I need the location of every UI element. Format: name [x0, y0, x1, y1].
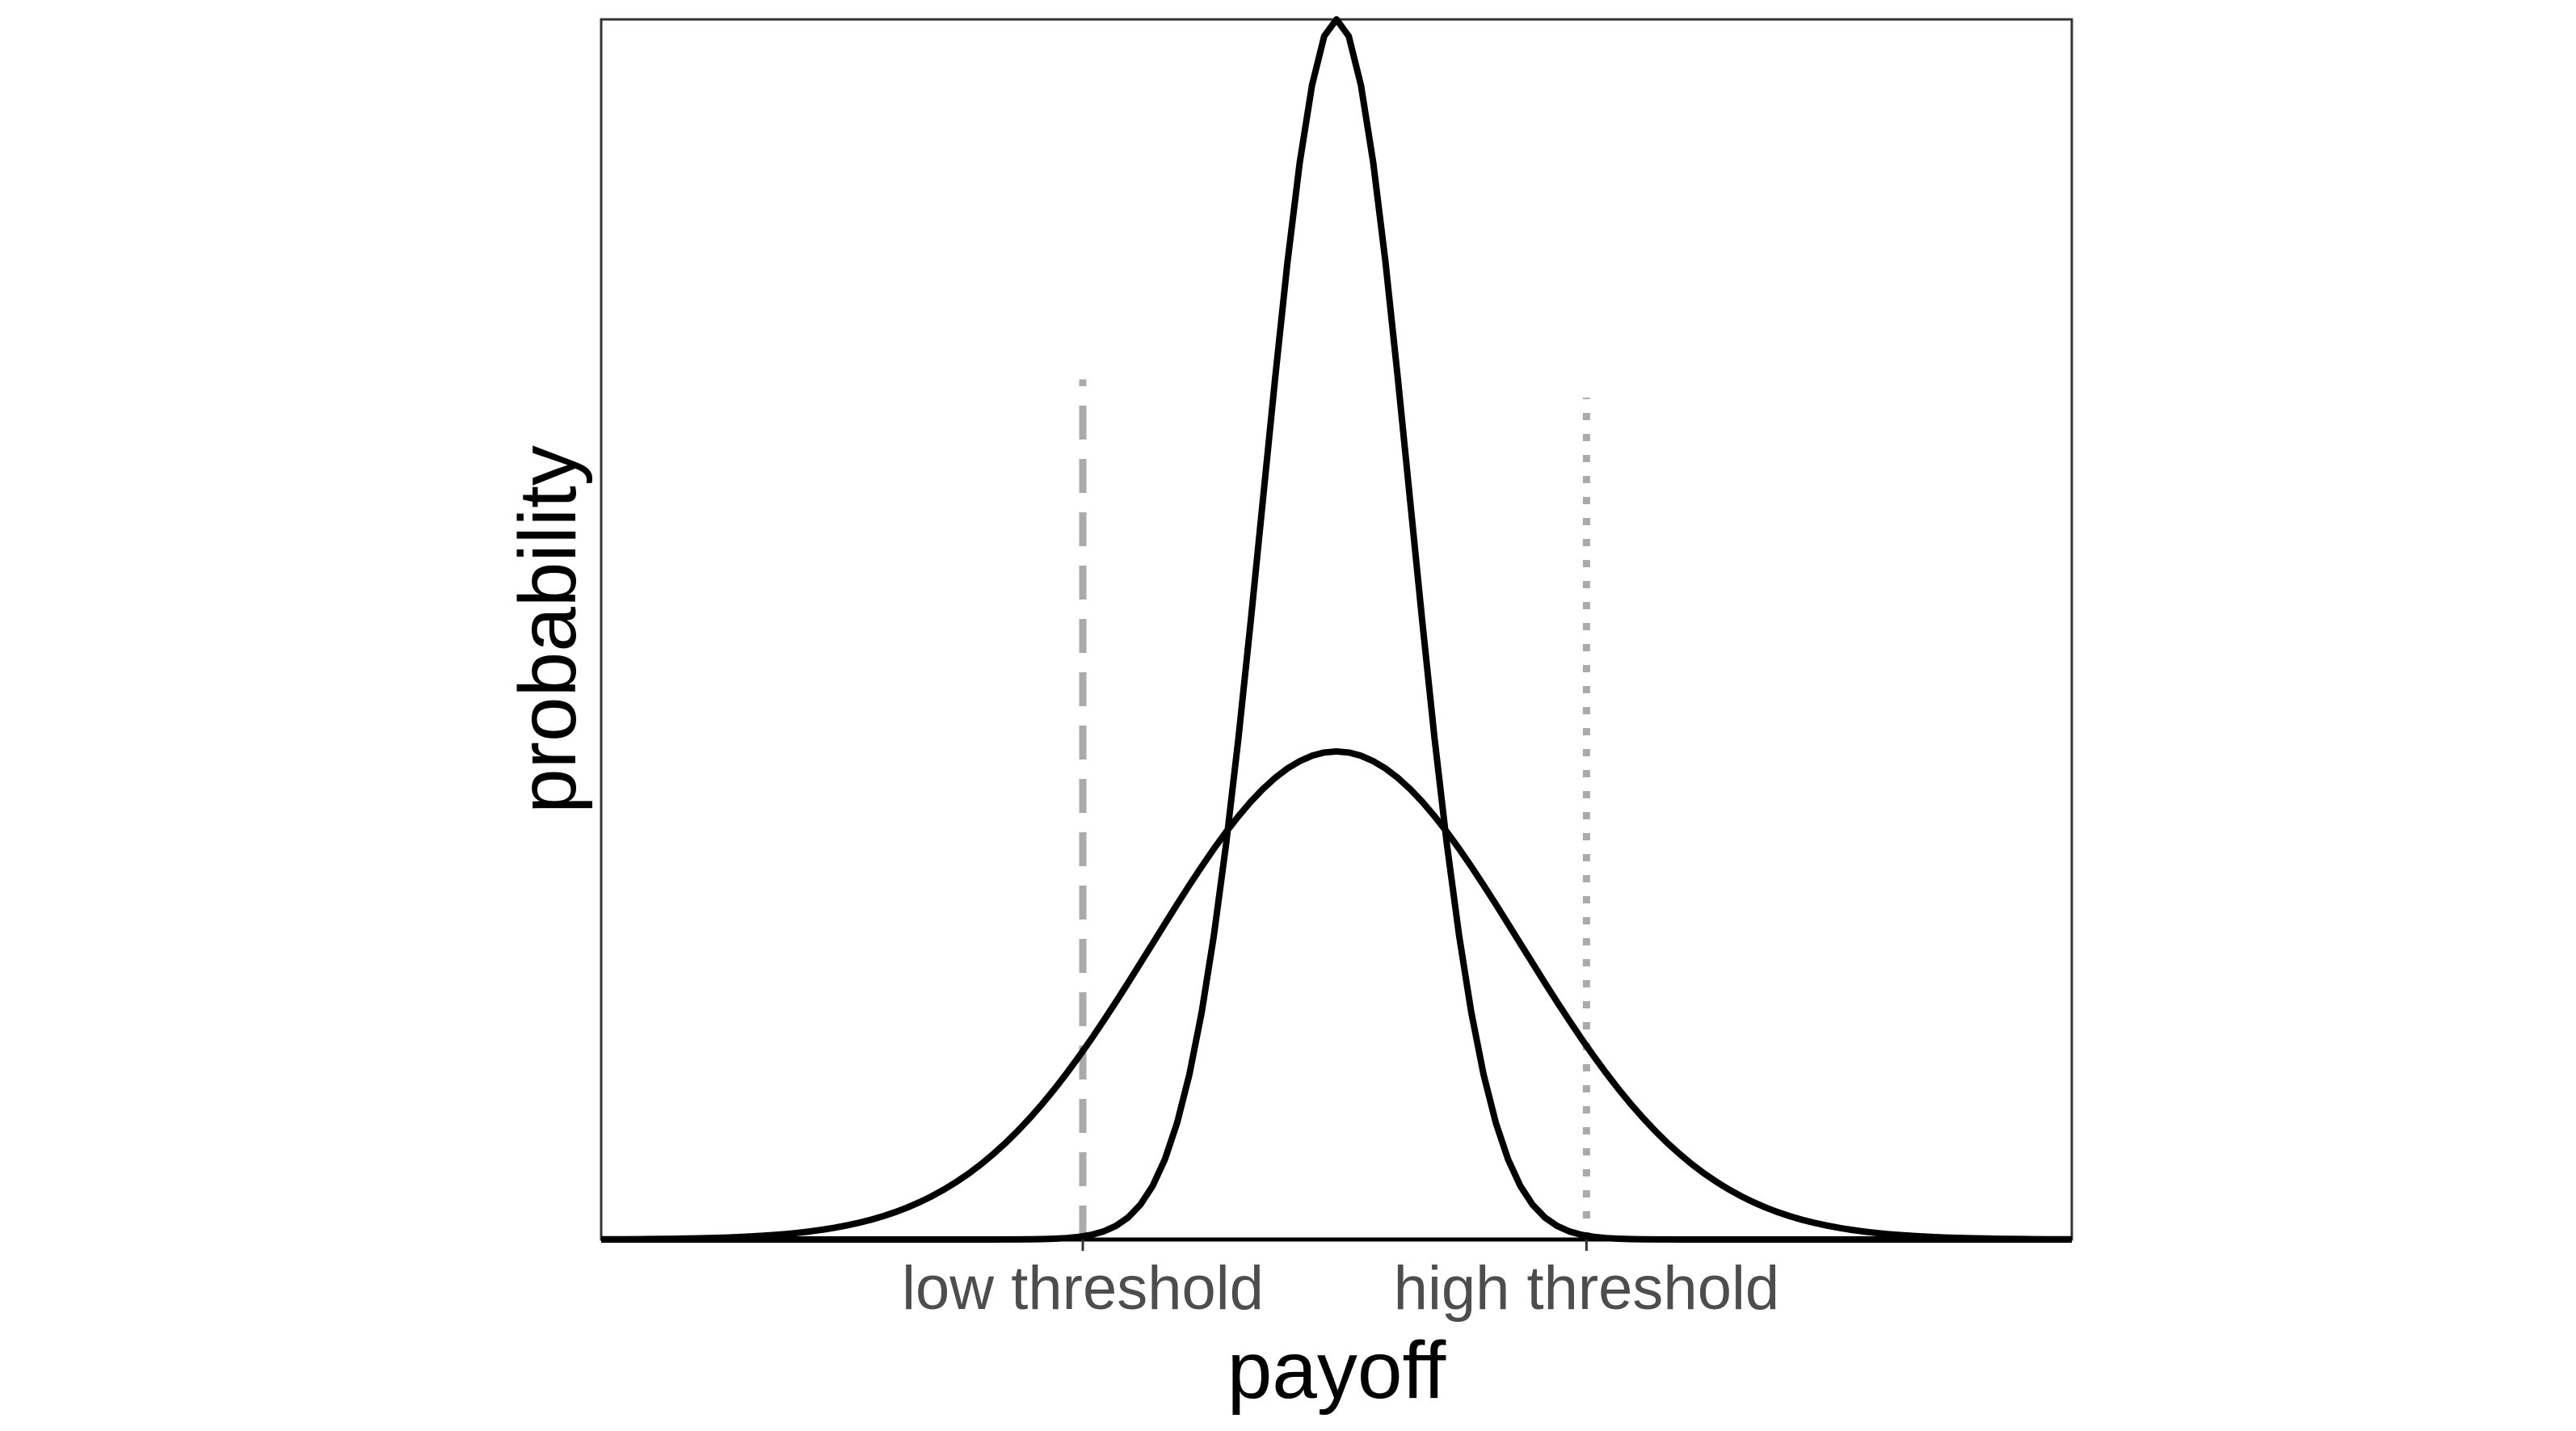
x-tick-label: low threshold [902, 1254, 1264, 1323]
x-axis-ticks: low threshold high threshold [902, 1239, 1779, 1323]
x-tick-label: high threshold [1394, 1254, 1779, 1323]
wide-distribution-curve [600, 748, 2073, 1243]
y-axis-title: probability [503, 445, 593, 814]
plot-panel-border [600, 18, 2073, 1241]
reference-lines [1079, 379, 1590, 1239]
x-axis-title: payoff [1227, 1325, 1446, 1416]
